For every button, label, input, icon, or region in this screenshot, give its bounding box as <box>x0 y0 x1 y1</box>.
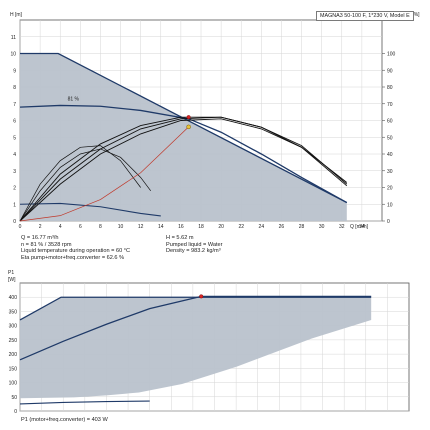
top-y-tick-9: 9 <box>13 68 16 74</box>
top-y2-tick-0: 0 <box>387 219 390 225</box>
info-density: Density = 983.2 kg/m³ <box>166 248 221 255</box>
bottom-y-tick-3: 150 <box>9 366 18 372</box>
top-xlabel: Q [m³/h] <box>350 224 369 230</box>
top-y2-tick-8: 80 <box>387 85 393 91</box>
bottom-y-tick-5: 250 <box>9 338 18 344</box>
top-y-tick-1: 1 <box>13 202 16 208</box>
top-y2-tick-10: 100 <box>387 52 396 58</box>
top-x-tick-13: 26 <box>279 224 285 230</box>
top-series-7 <box>19 145 141 222</box>
top-series-3 <box>19 118 348 222</box>
top-operating-area <box>20 53 347 221</box>
top-series-0 <box>20 52 348 204</box>
bottom-duty-point <box>199 294 204 299</box>
bottom-series-0 <box>19 296 372 321</box>
top-y-tick-6: 6 <box>13 119 16 125</box>
top-x-tick-3: 6 <box>79 224 82 230</box>
bottom-y-tick-7: 350 <box>9 309 18 315</box>
top-y2-tick-9: 90 <box>387 68 393 74</box>
top-x-tick-11: 22 <box>238 224 244 230</box>
top-y-tick-2: 2 <box>13 186 16 192</box>
bottom-y-tick-8: 400 <box>9 295 18 301</box>
bottom-operating-area <box>20 297 372 399</box>
top-x-tick-4: 8 <box>99 224 102 230</box>
top-x-tick-0: 0 <box>19 224 22 230</box>
top-x-tick-7: 14 <box>158 224 164 230</box>
bottom-y-tick-0: 0 <box>14 409 17 415</box>
info-speed: n = 81 % / 3528 rpm <box>21 241 72 248</box>
chart-title: MAGNA3 50-100 F, 1*230 V, Model E <box>316 11 414 21</box>
top-x-tick-6: 12 <box>138 224 144 230</box>
top-x-tick-14: 28 <box>299 224 305 230</box>
top-x-tick-5: 10 <box>118 224 124 230</box>
top-series-2 <box>19 202 161 217</box>
top-x-tick-17: 34 <box>359 224 365 230</box>
top-y2-tick-4: 40 <box>387 152 393 158</box>
top-y-tick-10: 10 <box>10 52 16 58</box>
top-x-tick-10: 20 <box>218 224 224 230</box>
top-y2-tick-2: 20 <box>387 186 393 192</box>
top-series-4 <box>19 116 348 222</box>
top-series-8 <box>19 126 189 222</box>
top-ylabel: H [m] <box>10 12 23 18</box>
info-flow: Q = 16.77 m³/h <box>21 235 59 241</box>
duty-info-right: H = 5.62 m Pumped liquid = Water Density… <box>166 235 223 255</box>
top-x-tick-8: 16 <box>178 224 184 230</box>
top-duty-point <box>186 124 191 130</box>
top-speed-annotation: 81 % <box>68 96 80 102</box>
top-x-tick-16: 32 <box>339 224 345 230</box>
info-head: H = 5.62 m <box>166 235 194 241</box>
info-efficiency: Eta pump+motor+freq.converter = 62.6 % <box>21 254 125 261</box>
top-y2-tick-3: 30 <box>387 169 393 175</box>
top-x-tick-15: 30 <box>319 224 325 230</box>
top-y-tick-4: 4 <box>13 152 16 158</box>
top-y-tick-7: 7 <box>13 102 16 108</box>
bottom-series-2 <box>19 400 150 405</box>
top-x-tick-2: 4 <box>59 224 62 230</box>
top-y-tick-5: 5 <box>13 135 16 141</box>
top-y2-tick-7: 70 <box>387 102 393 108</box>
bottom-y-tick-4: 200 <box>9 352 18 358</box>
info-liquid: Pumped liquid = Water <box>166 241 223 248</box>
top-x-tick-1: 2 <box>39 224 42 230</box>
top-y-tick-0: 0 <box>13 219 16 225</box>
top-y-tick-3: 3 <box>13 169 16 175</box>
top-series-5 <box>19 116 348 222</box>
p1-footer: P1 (motor+freq.converter) = 403 W <box>21 417 108 423</box>
top-x-tick-12: 24 <box>259 224 265 230</box>
top-y2-tick-6: 60 <box>387 119 393 125</box>
top-y2-tick-1: 10 <box>387 202 393 208</box>
duty-info-left: Q = 16.77 m³/h n = 81 % / 3528 rpm Liqui… <box>21 235 130 261</box>
top-series-6 <box>19 148 151 222</box>
bottom-ylabel-a: P1 <box>8 270 14 276</box>
top-x-tick-9: 18 <box>198 224 204 230</box>
info-temperature: Liquid temperature during operation = 60… <box>21 248 131 255</box>
top-y2-tick-5: 50 <box>387 135 393 141</box>
bottom-y-tick-1: 50 <box>11 395 17 401</box>
bottom-ylabel-b: [W] <box>8 277 16 283</box>
bottom-y-tick-6: 300 <box>9 324 18 330</box>
bottom-y-tick-2: 100 <box>9 381 18 387</box>
top-eta-point <box>186 115 191 120</box>
top-y-tick-8: 8 <box>13 85 16 91</box>
top-y-tick-11: 11 <box>11 35 16 41</box>
